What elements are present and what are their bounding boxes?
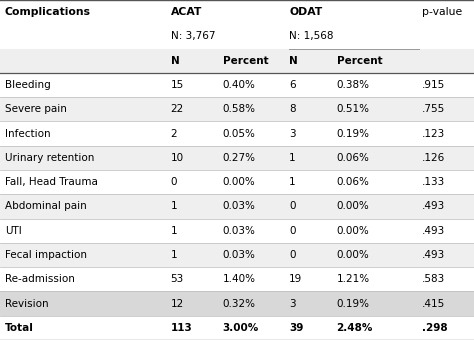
Text: N: N	[171, 56, 179, 66]
Text: 0.00%: 0.00%	[337, 250, 369, 260]
Text: 0.38%: 0.38%	[337, 80, 370, 90]
Text: Percent: Percent	[223, 56, 268, 66]
Text: 8: 8	[289, 104, 296, 114]
Text: .583: .583	[422, 274, 445, 284]
Text: Fecal impaction: Fecal impaction	[5, 250, 87, 260]
Text: 1: 1	[289, 153, 296, 163]
Text: 3.00%: 3.00%	[223, 323, 259, 333]
Text: 0.00%: 0.00%	[223, 177, 255, 187]
Text: UTI: UTI	[5, 226, 21, 236]
Text: 1.40%: 1.40%	[223, 274, 256, 284]
Bar	[0, 219, 474, 243]
Text: Fall, Head Trauma: Fall, Head Trauma	[5, 177, 98, 187]
Text: .298: .298	[422, 323, 447, 333]
Text: 3: 3	[289, 129, 296, 139]
Text: 2.48%: 2.48%	[337, 323, 373, 333]
Text: 0.00%: 0.00%	[337, 201, 369, 211]
Text: .493: .493	[422, 250, 445, 260]
Text: 3: 3	[289, 299, 296, 309]
Text: 0: 0	[289, 201, 296, 211]
Text: 1: 1	[289, 177, 296, 187]
Bar	[0, 146, 474, 170]
Bar	[0, 170, 474, 194]
Text: 0.32%: 0.32%	[223, 299, 256, 309]
Text: Re-admission: Re-admission	[5, 274, 74, 284]
Text: ODAT: ODAT	[289, 7, 322, 17]
Text: 0.19%: 0.19%	[337, 129, 370, 139]
Text: 19: 19	[289, 274, 302, 284]
Text: .755: .755	[422, 104, 445, 114]
Text: .133: .133	[422, 177, 445, 187]
Text: 0.27%: 0.27%	[223, 153, 256, 163]
Text: 0: 0	[289, 250, 296, 260]
Text: 0.06%: 0.06%	[337, 177, 369, 187]
Text: 0.03%: 0.03%	[223, 201, 255, 211]
Text: Infection: Infection	[5, 129, 50, 139]
Text: 0.03%: 0.03%	[223, 250, 255, 260]
Text: 1.21%: 1.21%	[337, 274, 370, 284]
Text: 1: 1	[171, 226, 177, 236]
Bar	[0, 73, 474, 97]
Text: 39: 39	[289, 323, 303, 333]
Text: N: 3,767: N: 3,767	[171, 31, 215, 41]
Text: 12: 12	[171, 299, 184, 309]
Text: Percent: Percent	[337, 56, 382, 66]
Text: Revision: Revision	[5, 299, 48, 309]
Text: .123: .123	[422, 129, 445, 139]
Text: Complications: Complications	[5, 7, 91, 17]
Text: 0.58%: 0.58%	[223, 104, 256, 114]
Text: 0: 0	[171, 177, 177, 187]
Bar	[0, 243, 474, 267]
Text: 22: 22	[171, 104, 184, 114]
Text: .415: .415	[422, 299, 445, 309]
Bar	[0, 49, 474, 73]
Text: 0.05%: 0.05%	[223, 129, 255, 139]
Text: 2: 2	[171, 129, 177, 139]
Text: 0.00%: 0.00%	[337, 226, 369, 236]
Text: Abdominal pain: Abdominal pain	[5, 201, 86, 211]
Text: 0.03%: 0.03%	[223, 226, 255, 236]
Text: ACAT: ACAT	[171, 7, 202, 17]
Text: .493: .493	[422, 201, 445, 211]
Text: 10: 10	[171, 153, 184, 163]
Text: 1: 1	[171, 250, 177, 260]
Text: .915: .915	[422, 80, 445, 90]
Text: 6: 6	[289, 80, 296, 90]
Text: 0.40%: 0.40%	[223, 80, 255, 90]
Text: Total: Total	[5, 323, 34, 333]
Text: N: N	[289, 56, 298, 66]
Text: .126: .126	[422, 153, 445, 163]
Text: 15: 15	[171, 80, 184, 90]
Text: 0.51%: 0.51%	[337, 104, 370, 114]
Bar	[0, 97, 474, 121]
Text: 0: 0	[289, 226, 296, 236]
Text: 113: 113	[171, 323, 192, 333]
Bar	[0, 194, 474, 219]
Bar	[0, 121, 474, 146]
Text: 53: 53	[171, 274, 184, 284]
Text: .493: .493	[422, 226, 445, 236]
Text: 1: 1	[171, 201, 177, 211]
Bar	[0, 267, 474, 291]
Bar	[0, 291, 474, 316]
Text: Bleeding: Bleeding	[5, 80, 51, 90]
Text: Urinary retention: Urinary retention	[5, 153, 94, 163]
Text: Severe pain: Severe pain	[5, 104, 67, 114]
Text: 0.06%: 0.06%	[337, 153, 369, 163]
Text: N: 1,568: N: 1,568	[289, 31, 334, 41]
Text: p-value: p-value	[422, 7, 462, 17]
Text: 0.19%: 0.19%	[337, 299, 370, 309]
